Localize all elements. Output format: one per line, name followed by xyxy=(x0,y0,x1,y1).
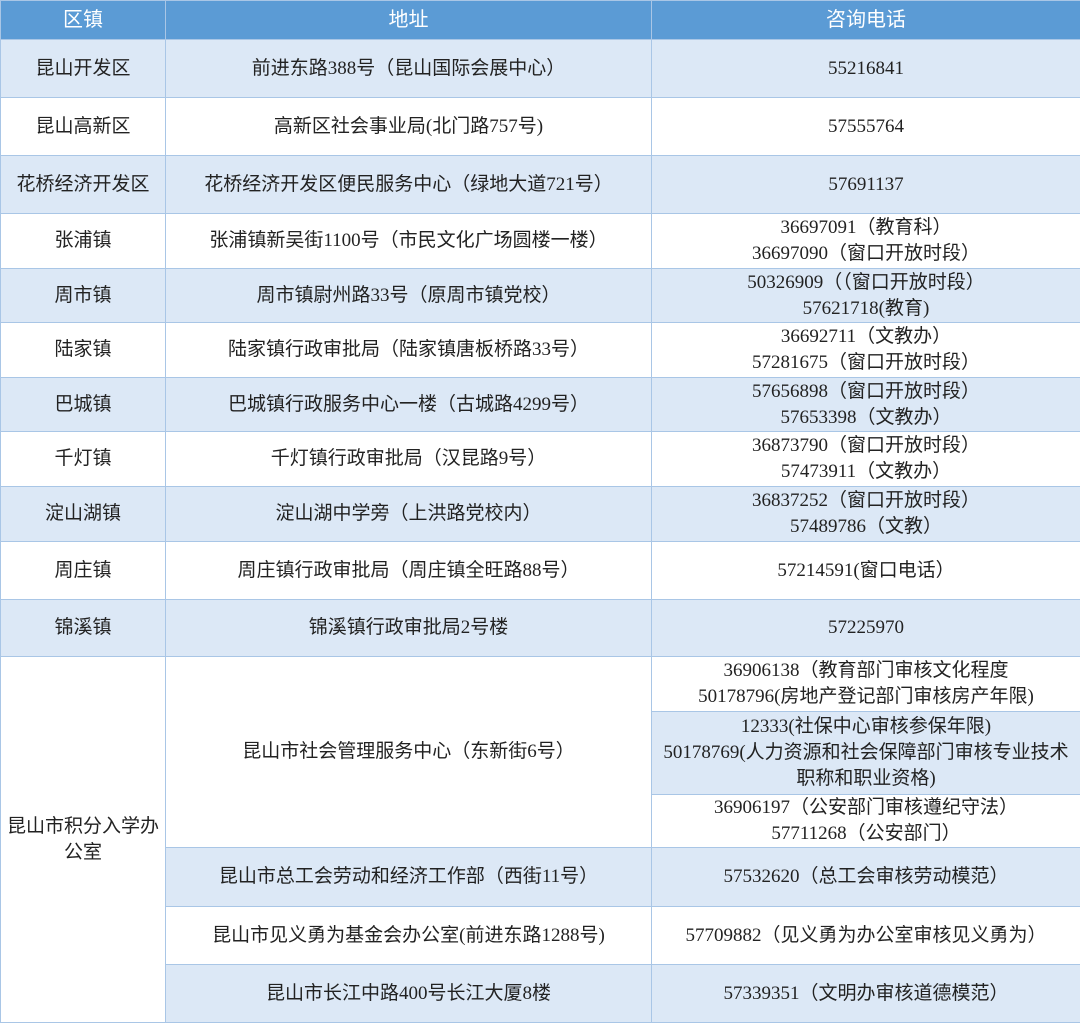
district-cell: 周市镇 xyxy=(0,268,166,323)
header-district: 区镇 xyxy=(0,0,166,40)
table-row: 千灯镇 千灯镇行政审批局（汉昆路9号） 36873790（窗口开放时段） 574739… xyxy=(0,431,1080,487)
district-cell: 陆家镇 xyxy=(0,322,166,378)
phone-line: 50326909（（窗口开放时段） xyxy=(747,271,985,293)
phone-cell: 57656898（窗口开放时段） 57653398（文教办） xyxy=(651,377,1080,432)
phone-line: 57621718(教育) xyxy=(802,297,930,319)
phone-cell: 36906197（公安部门审核遵纪守法） 57711268（公安部门） xyxy=(651,794,1080,848)
phone-cell: 36906138（教育部门审核文化程度 50178796(房地产登记部门审核房产年… xyxy=(651,656,1080,712)
address-cell: 周市镇尉州路33号（原周市镇党校） xyxy=(165,268,652,323)
phone-line: 12333(社保中心审核参保年限) xyxy=(740,716,992,737)
table-row: 昆山开发区 前进东路388号（昆山国际会展中心） 55216841 xyxy=(0,39,1080,98)
phone-line: 55216841 xyxy=(828,57,904,79)
district-cell: 巴城镇 xyxy=(0,377,166,432)
table-row: 锦溪镇 锦溪镇行政审批局2号楼 57225970 xyxy=(0,599,1080,657)
address-cell: 花桥经济开发区便民服务中心（绿地大道721号） xyxy=(165,155,652,214)
table-row: 36906197（公安部门审核遵纪守法） 57711268（公安部门） xyxy=(1,794,1080,848)
phone-line: 57653398（文教办） xyxy=(780,406,952,428)
address-cell: 张浦镇新吴街1100号（市民文化广场圆楼一楼） xyxy=(165,213,652,269)
phone-cell: 57225970 xyxy=(651,599,1080,657)
district-cell: 千灯镇 xyxy=(0,431,166,487)
phone-line: 57214591(窗口电话） xyxy=(777,559,955,581)
phone-cell: 36697091（教育科） 36697090（窗口开放时段） xyxy=(651,213,1080,269)
phone-line: 36692711（文教办） xyxy=(780,326,952,347)
table-row: 陆家镇 陆家镇行政审批局（陆家镇唐板桥路33号） 36692711（文教办） 5728… xyxy=(0,322,1080,378)
table-row: 昆山市长江中路400号长江大厦8楼 57339351（文明办审核道德模范） xyxy=(1,964,1080,1023)
phone-line: 57691137 xyxy=(828,173,904,195)
phone-cell: 57532620（总工会审核劳动模范） xyxy=(651,847,1080,907)
phone-line: 57555764 xyxy=(828,115,904,137)
address-cell: 锦溪镇行政审批局2号楼 xyxy=(165,599,652,657)
table-row: 周市镇 周市镇尉州路33号（原周市镇党校） 50326909（（窗口开放时段） 576… xyxy=(0,268,1080,323)
district-cell: 花桥经济开发区 xyxy=(0,155,166,214)
table-row: 巴城镇 巴城镇行政服务中心一楼（古城路4299号） 57656898（窗口开放时段）… xyxy=(0,377,1080,432)
phone-cell: 57214591(窗口电话） xyxy=(651,541,1080,600)
phone-line: 50178769(人力资源和社会保障部门审核专业技术职称和职业资格) xyxy=(663,742,1069,789)
address-cell: 周庄镇行政审批局（周庄镇全旺路88号） xyxy=(165,541,652,600)
phone-cell: 36692711（文教办） 57281675（窗口开放时段） xyxy=(651,322,1080,378)
district-cell: 淀山湖镇 xyxy=(0,486,166,542)
address-cell: 昆山市社会管理服务中心（东新街6号） xyxy=(165,656,652,848)
phone-cell: 57339351（文明办审核道德模范） xyxy=(651,964,1080,1023)
header-phone: 咨询电话 xyxy=(651,0,1080,40)
phone-cell: 57709882（见义勇为办公室审核见义勇为） xyxy=(651,906,1080,965)
phone-line: 57225970 xyxy=(828,617,904,638)
header-address: 地址 xyxy=(165,0,652,40)
table-row: 花桥经济开发区 花桥经济开发区便民服务中心（绿地大道721号） 57691137 xyxy=(0,155,1080,214)
address-cell: 巴城镇行政服务中心一楼（古城路4299号） xyxy=(165,377,652,432)
phone-line: 57711268（公安部门） xyxy=(771,823,961,844)
phone-line: 36873790（窗口开放时段） xyxy=(751,435,980,456)
address-cell: 昆山市见义勇为基金会办公室(前进东路1288号) xyxy=(165,906,652,965)
table-row: 昆山市总工会劳动和经济工作部（西街11号） 57532620（总工会审核劳动模范） xyxy=(1,847,1080,907)
district-cell: 锦溪镇 xyxy=(0,599,166,657)
district-cell: 张浦镇 xyxy=(0,213,166,269)
phone-cell: 36837252（窗口开放时段） 57489786（文教） xyxy=(651,486,1080,542)
district-cell: 周庄镇 xyxy=(0,541,166,600)
address-cell: 淀山湖中学旁（上洪路党校内） xyxy=(165,486,652,542)
address-cell: 陆家镇行政审批局（陆家镇唐板桥路33号） xyxy=(165,322,652,378)
address-cell: 昆山市总工会劳动和经济工作部（西街11号） xyxy=(165,847,652,907)
address-cell: 千灯镇行政审批局（汉昆路9号） xyxy=(165,431,652,487)
phone-line: 57656898（窗口开放时段） xyxy=(751,380,980,402)
district-cell: 昆山市积分入学办公室 xyxy=(0,656,166,1023)
phone-cell: 57691137 xyxy=(651,155,1080,214)
phone-cell: 50326909（（窗口开放时段） 57621718(教育) xyxy=(651,268,1080,323)
address-cell: 前进东路388号（昆山国际会展中心） xyxy=(165,39,652,98)
district-cell: 昆山高新区 xyxy=(0,97,166,156)
phone-cell: 55216841 xyxy=(651,39,1080,98)
phone-line: 36906138（教育部门审核文化程度 xyxy=(723,660,1009,681)
table-row: 淀山湖镇 淀山湖中学旁（上洪路党校内） 36837252（窗口开放时段） 574897… xyxy=(0,486,1080,542)
address-cell: 高新区社会事业局(北门路757号) xyxy=(165,97,652,156)
phone-line: 36837252（窗口开放时段） xyxy=(751,490,980,511)
phone-cell: 12333(社保中心审核参保年限) 50178769(人力资源和社会保障部门审核专… xyxy=(651,711,1080,795)
table-row: 昆山高新区 高新区社会事业局(北门路757号) 57555764 xyxy=(0,97,1080,156)
phone-line: 36697090（窗口开放时段） xyxy=(751,243,980,264)
phone-cell: 36873790（窗口开放时段） 57473911（文教办） xyxy=(651,431,1080,487)
table-row: 12333(社保中心审核参保年限) 50178769(人力资源和社会保障部门审核专… xyxy=(1,711,1080,795)
table-row: 昆山市积分入学办公室 昆山市社会管理服务中心（东新街6号） 36906138（教育部… xyxy=(0,656,1080,1023)
district-cell: 昆山开发区 xyxy=(0,39,166,98)
phone-line: 50178796(房地产登记部门审核房产年限) xyxy=(698,686,1034,707)
table-header: 区镇 地址 咨询电话 xyxy=(0,0,1080,40)
phone-line: 57281675（窗口开放时段） xyxy=(751,352,980,373)
phone-line: 57489786（文教） xyxy=(789,516,942,537)
phone-line: 36697091（教育科） xyxy=(780,217,952,238)
phone-line: 36906197（公安部门审核遵纪守法） xyxy=(713,797,1018,818)
table-row: 周庄镇 周庄镇行政审批局（周庄镇全旺路88号） 57214591(窗口电话） xyxy=(0,541,1080,600)
phone-cell: 57555764 xyxy=(651,97,1080,156)
table-row: 张浦镇 张浦镇新吴街1100号（市民文化广场圆楼一楼） 36697091（教育科） 3… xyxy=(0,213,1080,269)
address-cell: 昆山市长江中路400号长江大厦8楼 xyxy=(165,964,652,1023)
phone-line: 57473911（文教办） xyxy=(780,461,952,482)
